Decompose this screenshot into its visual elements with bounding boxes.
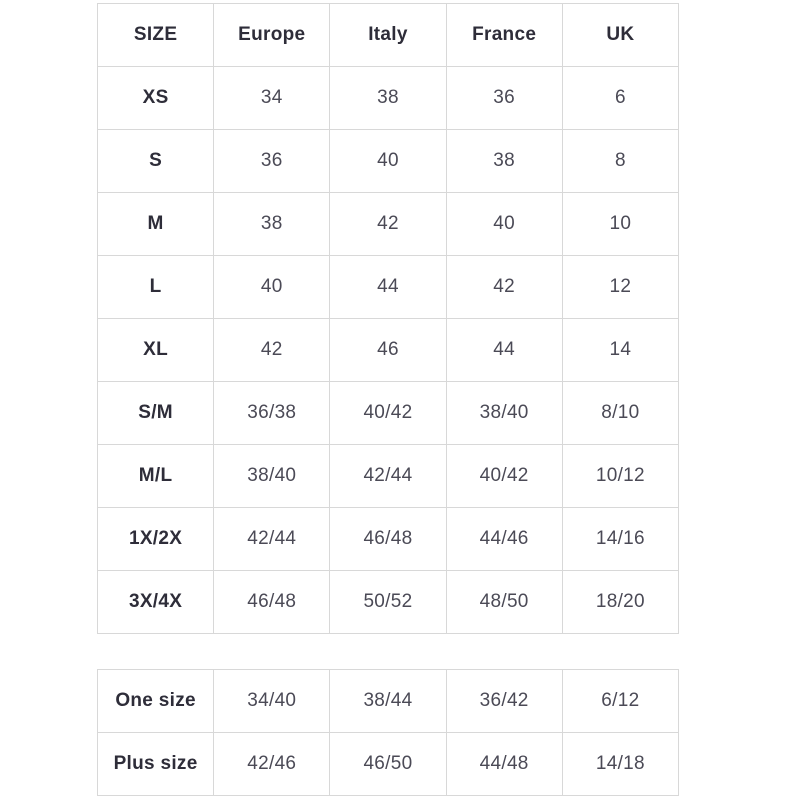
table-row: S 36 40 38 8 [96, 129, 680, 193]
cell-france: 40 [445, 192, 563, 256]
table-body: XS 34 38 36 6 S 36 40 38 8 M 38 42 40 10 [96, 66, 680, 634]
table-header: SIZE Europe Italy France UK [96, 3, 680, 67]
table-row: Plus size 42/46 46/50 44/48 14/18 [96, 732, 680, 796]
cell-italy: 38/44 [329, 669, 447, 733]
table-row: XS 34 38 36 6 [96, 66, 680, 130]
cell-france: 38 [445, 129, 563, 193]
cell-europe: 34 [213, 66, 331, 130]
column-header-europe: Europe [213, 3, 331, 67]
cell-italy: 46/50 [329, 732, 447, 796]
table-row: M 38 42 40 10 [96, 192, 680, 256]
column-header-france: France [445, 3, 563, 67]
table-row: M/L 38/40 42/44 40/42 10/12 [96, 444, 680, 508]
cell-france: 40/42 [445, 444, 563, 508]
cell-europe: 34/40 [213, 669, 331, 733]
cell-uk: 18/20 [561, 570, 680, 634]
cell-italy: 44 [329, 255, 447, 319]
cell-italy: 50/52 [329, 570, 447, 634]
size-label: 1X/2X [96, 507, 215, 571]
size-label: XS [96, 66, 215, 130]
cell-france: 44/48 [445, 732, 563, 796]
cell-uk: 10 [561, 192, 680, 256]
cell-italy: 46/48 [329, 507, 447, 571]
cell-france: 44/46 [445, 507, 563, 571]
cell-uk: 6/12 [561, 669, 680, 733]
size-conversion-table: SIZE Europe Italy France UK XS 34 38 36 … [96, 3, 680, 634]
cell-uk: 14 [561, 318, 680, 382]
cell-uk: 8/10 [561, 381, 680, 445]
cell-europe: 36 [213, 129, 331, 193]
cell-europe: 42 [213, 318, 331, 382]
table-row: L 40 44 42 12 [96, 255, 680, 319]
cell-france: 48/50 [445, 570, 563, 634]
size-label: S [96, 129, 215, 193]
cell-uk: 10/12 [561, 444, 680, 508]
size-label: S/M [96, 381, 215, 445]
size-label: M [96, 192, 215, 256]
cell-europe: 42/46 [213, 732, 331, 796]
cell-france: 36 [445, 66, 563, 130]
cell-italy: 38 [329, 66, 447, 130]
size-label: M/L [96, 444, 215, 508]
cell-france: 36/42 [445, 669, 563, 733]
cell-italy: 42 [329, 192, 447, 256]
cell-europe: 38 [213, 192, 331, 256]
cell-europe: 36/38 [213, 381, 331, 445]
table-row: S/M 36/38 40/42 38/40 8/10 [96, 381, 680, 445]
column-header-size: SIZE [96, 3, 215, 67]
size-label: 3X/4X [96, 570, 215, 634]
table-row: 1X/2X 42/44 46/48 44/46 14/16 [96, 507, 680, 571]
cell-uk: 14/18 [561, 732, 680, 796]
cell-france: 38/40 [445, 381, 563, 445]
column-header-uk: UK [561, 3, 680, 67]
cell-uk: 8 [561, 129, 680, 193]
size-label: XL [96, 318, 215, 382]
size-label: Plus size [96, 732, 215, 796]
table-row: 3X/4X 46/48 50/52 48/50 18/20 [96, 570, 680, 634]
special-sizes-table: One size 34/40 38/44 36/42 6/12 Plus siz… [96, 669, 680, 796]
cell-europe: 38/40 [213, 444, 331, 508]
cell-europe: 46/48 [213, 570, 331, 634]
cell-france: 42 [445, 255, 563, 319]
cell-italy: 40 [329, 129, 447, 193]
size-label: L [96, 255, 215, 319]
cell-europe: 42/44 [213, 507, 331, 571]
table-row: XL 42 46 44 14 [96, 318, 680, 382]
cell-europe: 40 [213, 255, 331, 319]
cell-france: 44 [445, 318, 563, 382]
cell-uk: 14/16 [561, 507, 680, 571]
header-row: SIZE Europe Italy France UK [96, 3, 680, 67]
size-label: One size [96, 669, 215, 733]
cell-uk: 6 [561, 66, 680, 130]
table-row: One size 34/40 38/44 36/42 6/12 [96, 669, 680, 733]
cell-italy: 42/44 [329, 444, 447, 508]
cell-italy: 46 [329, 318, 447, 382]
table-body: One size 34/40 38/44 36/42 6/12 Plus siz… [96, 669, 680, 796]
cell-uk: 12 [561, 255, 680, 319]
column-header-italy: Italy [329, 3, 447, 67]
cell-italy: 40/42 [329, 381, 447, 445]
size-chart: SIZE Europe Italy France UK XS 34 38 36 … [96, 3, 680, 796]
